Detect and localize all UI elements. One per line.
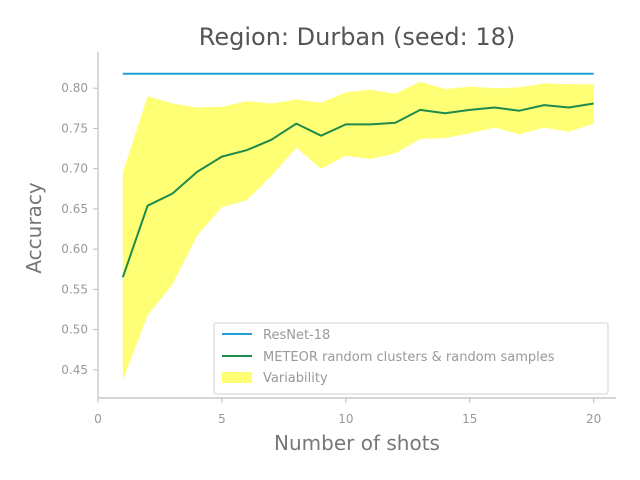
legend-frame [213, 322, 609, 395]
x-axis-label: Number of shots [274, 431, 440, 455]
x-tick-label: 10 [338, 412, 353, 426]
legend-label-meteor: METEOR random clusters & random samples [263, 350, 555, 365]
variability-band-layer [122, 81, 594, 381]
y-tick-label: 0.80 [61, 81, 88, 95]
x-tick-label: 0 [94, 412, 102, 426]
x-tick-label: 15 [462, 412, 477, 426]
y-tick-label: 0.45 [61, 363, 88, 377]
series-line-layer [121, 72, 594, 278]
chart-title: Region: Durban (seed: 18) [199, 23, 515, 51]
y-axis-label: Accuracy [22, 182, 46, 273]
y-tick-label: 0.75 [61, 121, 88, 135]
legend-label-resnet18: ResNet-18 [263, 328, 330, 343]
y-tick-label: 0.60 [61, 242, 88, 256]
y-tick-label: 0.50 [61, 323, 88, 337]
x-ticks: 0 5 10 15 20 [94, 398, 601, 426]
legend-swatch-variability [222, 372, 252, 383]
y-tick-label: 0.55 [61, 282, 88, 296]
y-ticks: 0.45 0.50 0.55 0.60 0.65 0.70 0.75 0.80 [61, 81, 98, 377]
legend-label-variability: Variability [263, 371, 328, 386]
y-tick-label: 0.70 [61, 162, 88, 176]
legend: ResNet-18 METEOR random clusters & rando… [213, 322, 609, 395]
x-tick-label: 5 [218, 412, 226, 426]
y-tick-label: 0.65 [61, 202, 88, 216]
meteor-accuracy-line [121, 102, 594, 278]
variability-band [122, 81, 594, 381]
x-tick-label: 20 [586, 412, 601, 426]
